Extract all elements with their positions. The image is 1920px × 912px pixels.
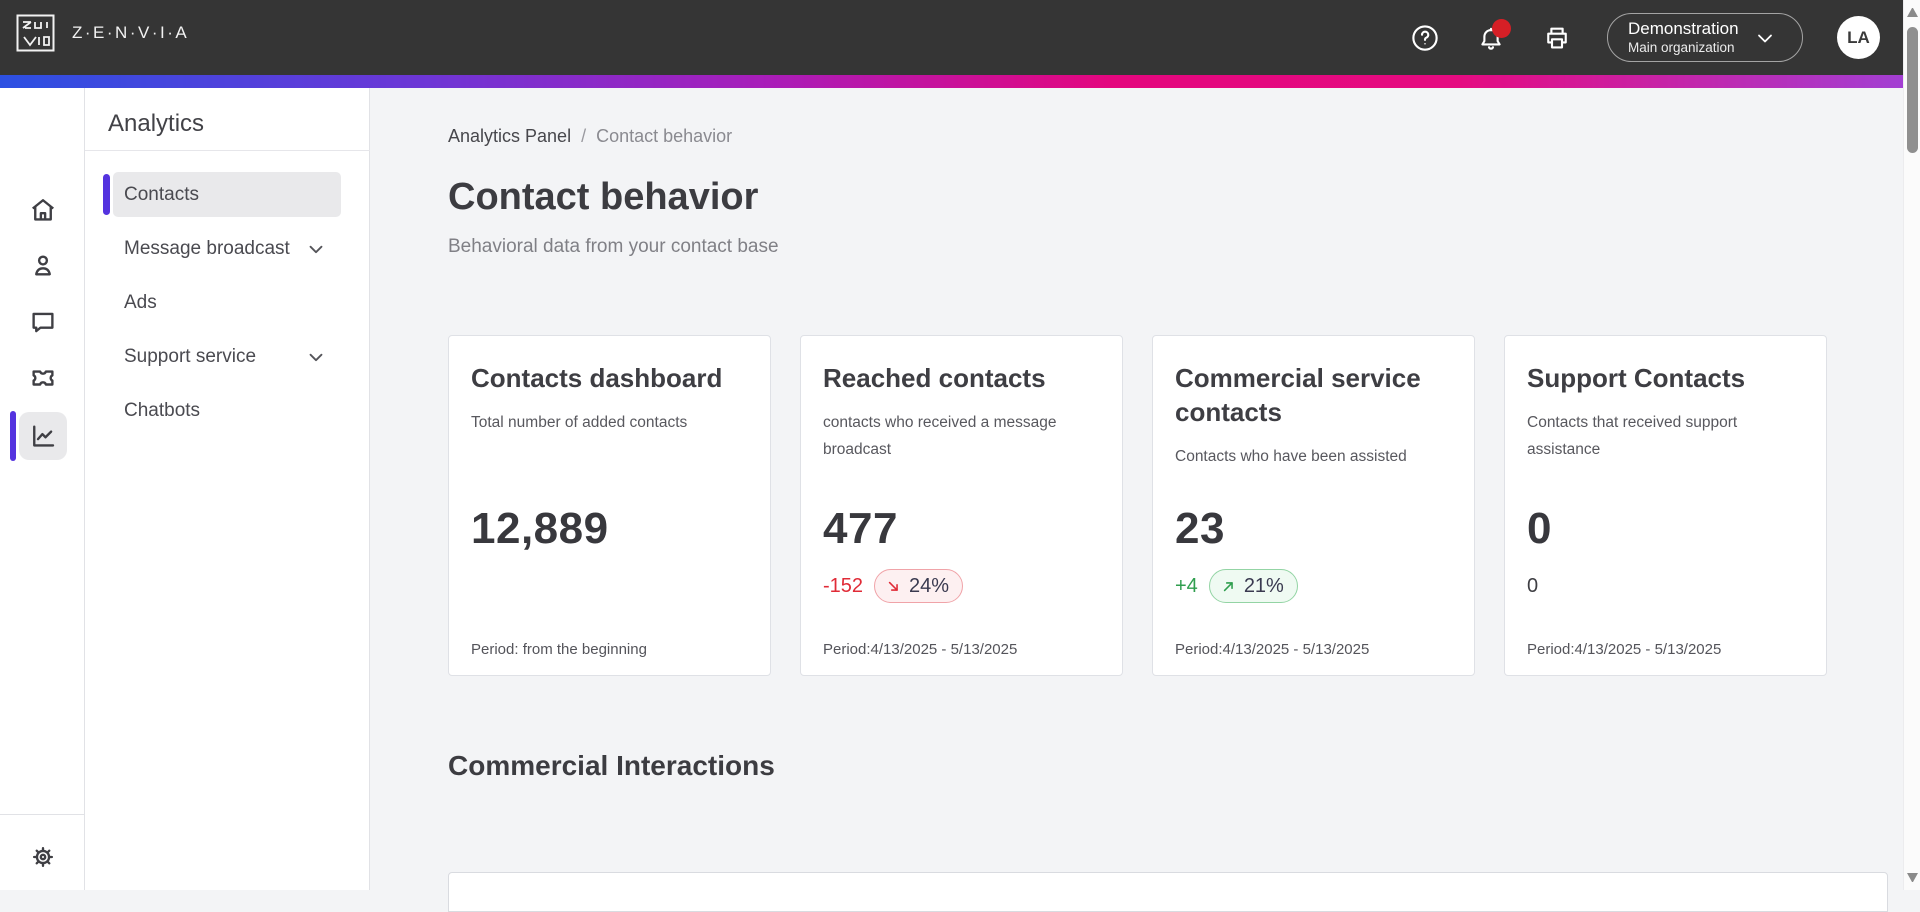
breadcrumb-analytics-panel[interactable]: Analytics Panel xyxy=(448,126,572,146)
section-title-commercial-interactions: Commercial Interactions xyxy=(448,750,775,781)
commercial-interactions-card-partial xyxy=(448,872,1888,912)
card-title: Contacts dashboard xyxy=(471,363,723,393)
menu-item-label: Support service xyxy=(124,345,257,367)
panel-title: Analytics xyxy=(108,110,205,137)
page-subtitle: Behavioral data from your contact base xyxy=(448,236,779,257)
delta-value: -152 xyxy=(823,574,864,597)
active-menu-indicator xyxy=(103,174,110,215)
brand-gradient-bar xyxy=(0,75,1920,88)
card-period: Period: from the beginning xyxy=(471,641,647,658)
card-value: 0 xyxy=(1527,504,1552,553)
page-title: Contact behavior xyxy=(448,176,759,218)
scrollbar-up-arrow[interactable] xyxy=(1907,6,1918,17)
card-description: Contacts that received support assistanc… xyxy=(1527,413,1738,458)
scrollbar-down-arrow[interactable] xyxy=(1907,873,1918,884)
card-value: 12,889 xyxy=(471,504,609,553)
card-title: Support Contacts xyxy=(1527,363,1746,393)
panel-divider xyxy=(85,150,370,151)
card-reached-contacts: Reached contacts contacts who received a… xyxy=(800,335,1123,676)
printer-icon xyxy=(1547,27,1567,48)
sidebar-item-contacts[interactable] xyxy=(0,241,85,291)
trend-percent: 24% xyxy=(909,574,950,597)
home-icon xyxy=(31,199,54,221)
delta-value: 0 xyxy=(1527,574,1539,597)
zenvia-logo[interactable]: Z·E·N·V·I·A xyxy=(16,14,189,52)
card-description: contacts who received a message broadcas… xyxy=(823,413,1057,458)
organization-texts: Demonstration Main organization xyxy=(1628,18,1739,56)
sidebar-item-conversations[interactable] xyxy=(0,297,85,347)
card-value: 23 xyxy=(1175,504,1225,553)
menu-item-label: Contacts xyxy=(124,183,199,205)
topbar: Z·E·N·V·I·A Demonstra xyxy=(0,0,1920,75)
chevron-down-icon xyxy=(309,353,323,361)
ticket-icon xyxy=(31,370,54,386)
breadcrumb-separator: / xyxy=(581,126,587,146)
analytics-panel: Analytics Contacts Message broadcast Ads… xyxy=(85,88,471,890)
main-content: Analytics Panel / Contact behavior Conta… xyxy=(371,88,1903,912)
trend-row: -152 24% xyxy=(823,568,964,604)
notifications-button[interactable] xyxy=(1475,18,1511,54)
organization-name: Demonstration xyxy=(1628,19,1739,39)
chat-bubble-icon xyxy=(31,312,54,333)
menu-item-label: Message broadcast xyxy=(124,237,290,259)
icon-rail xyxy=(0,88,85,890)
sidebar-item-sales[interactable] xyxy=(0,353,85,403)
zenvia-logo-icon xyxy=(16,14,55,52)
trend-row: 0 xyxy=(1527,568,1538,604)
trend-badge-down: 24% xyxy=(874,569,964,603)
chevron-down-icon xyxy=(1757,34,1772,42)
sidebar-item-settings[interactable] xyxy=(0,832,85,882)
arrow-up-right-icon xyxy=(1223,581,1233,591)
gear-icon xyxy=(32,846,53,868)
menu-item-label: Chatbots xyxy=(124,399,201,421)
card-description: Contacts who have been assisted xyxy=(1175,447,1407,465)
organization-description: Main organization xyxy=(1628,39,1735,55)
trend-percent: 21% xyxy=(1243,574,1284,597)
card-contacts-dashboard: Contacts dashboard Total number of added… xyxy=(448,335,771,676)
delta-value: +4 xyxy=(1175,574,1198,597)
trend-badge-up: 21% xyxy=(1208,569,1298,603)
card-commercial-service-contacts: Commercial service contacts Contacts who… xyxy=(1152,335,1475,676)
breadcrumb: Analytics Panel / Contact behavior xyxy=(448,126,732,147)
menu-item-message-broadcast[interactable]: Message broadcast xyxy=(113,226,341,271)
rail-divider xyxy=(0,814,85,815)
scrollbar-thumb[interactable] xyxy=(1907,27,1918,153)
organization-switcher[interactable]: Demonstration Main organization xyxy=(1607,13,1803,62)
print-button[interactable] xyxy=(1541,22,1573,54)
topbar-actions: Demonstration Main organization LA xyxy=(1409,0,1880,75)
user-avatar[interactable]: LA xyxy=(1837,16,1880,59)
menu-item-chatbots[interactable]: Chatbots xyxy=(113,388,341,433)
line-chart-icon xyxy=(32,425,54,447)
help-circle-icon xyxy=(1412,24,1438,51)
sidebar-item-analytics[interactable] xyxy=(0,411,85,461)
person-icon xyxy=(34,255,51,276)
trend-row: +4 21% xyxy=(1175,568,1298,604)
notification-badge xyxy=(1492,18,1511,38)
active-item-indicator xyxy=(10,411,16,461)
menu-item-label: Ads xyxy=(124,291,157,313)
card-description: Total number of added contacts xyxy=(471,413,688,431)
card-period: Period:4/13/2025 - 5/13/2025 xyxy=(1527,641,1722,658)
card-value: 477 xyxy=(823,504,898,553)
card-period: Period:4/13/2025 - 5/13/2025 xyxy=(823,641,1018,658)
card-period: Period:4/13/2025 - 5/13/2025 xyxy=(1175,641,1370,658)
brand-name: Z·E·N·V·I·A xyxy=(72,23,190,42)
help-button[interactable] xyxy=(1409,22,1441,54)
card-title: Commercial service contacts xyxy=(1175,363,1421,427)
sidebar-item-home[interactable] xyxy=(0,185,85,235)
page-scrollbar[interactable] xyxy=(1903,0,1920,890)
menu-item-support-service[interactable]: Support service xyxy=(113,334,341,379)
menu-item-contacts[interactable]: Contacts xyxy=(103,172,341,217)
card-title: Reached contacts xyxy=(823,363,1046,393)
chevron-down-icon xyxy=(309,245,323,253)
menu-item-ads[interactable]: Ads xyxy=(113,280,341,325)
breadcrumb-current: Contact behavior xyxy=(596,126,733,146)
card-support-contacts: Support Contacts Contacts that received … xyxy=(1504,335,1827,676)
stat-cards-row: Contacts dashboard Total number of added… xyxy=(448,335,1827,676)
arrow-down-right-icon xyxy=(888,581,898,591)
